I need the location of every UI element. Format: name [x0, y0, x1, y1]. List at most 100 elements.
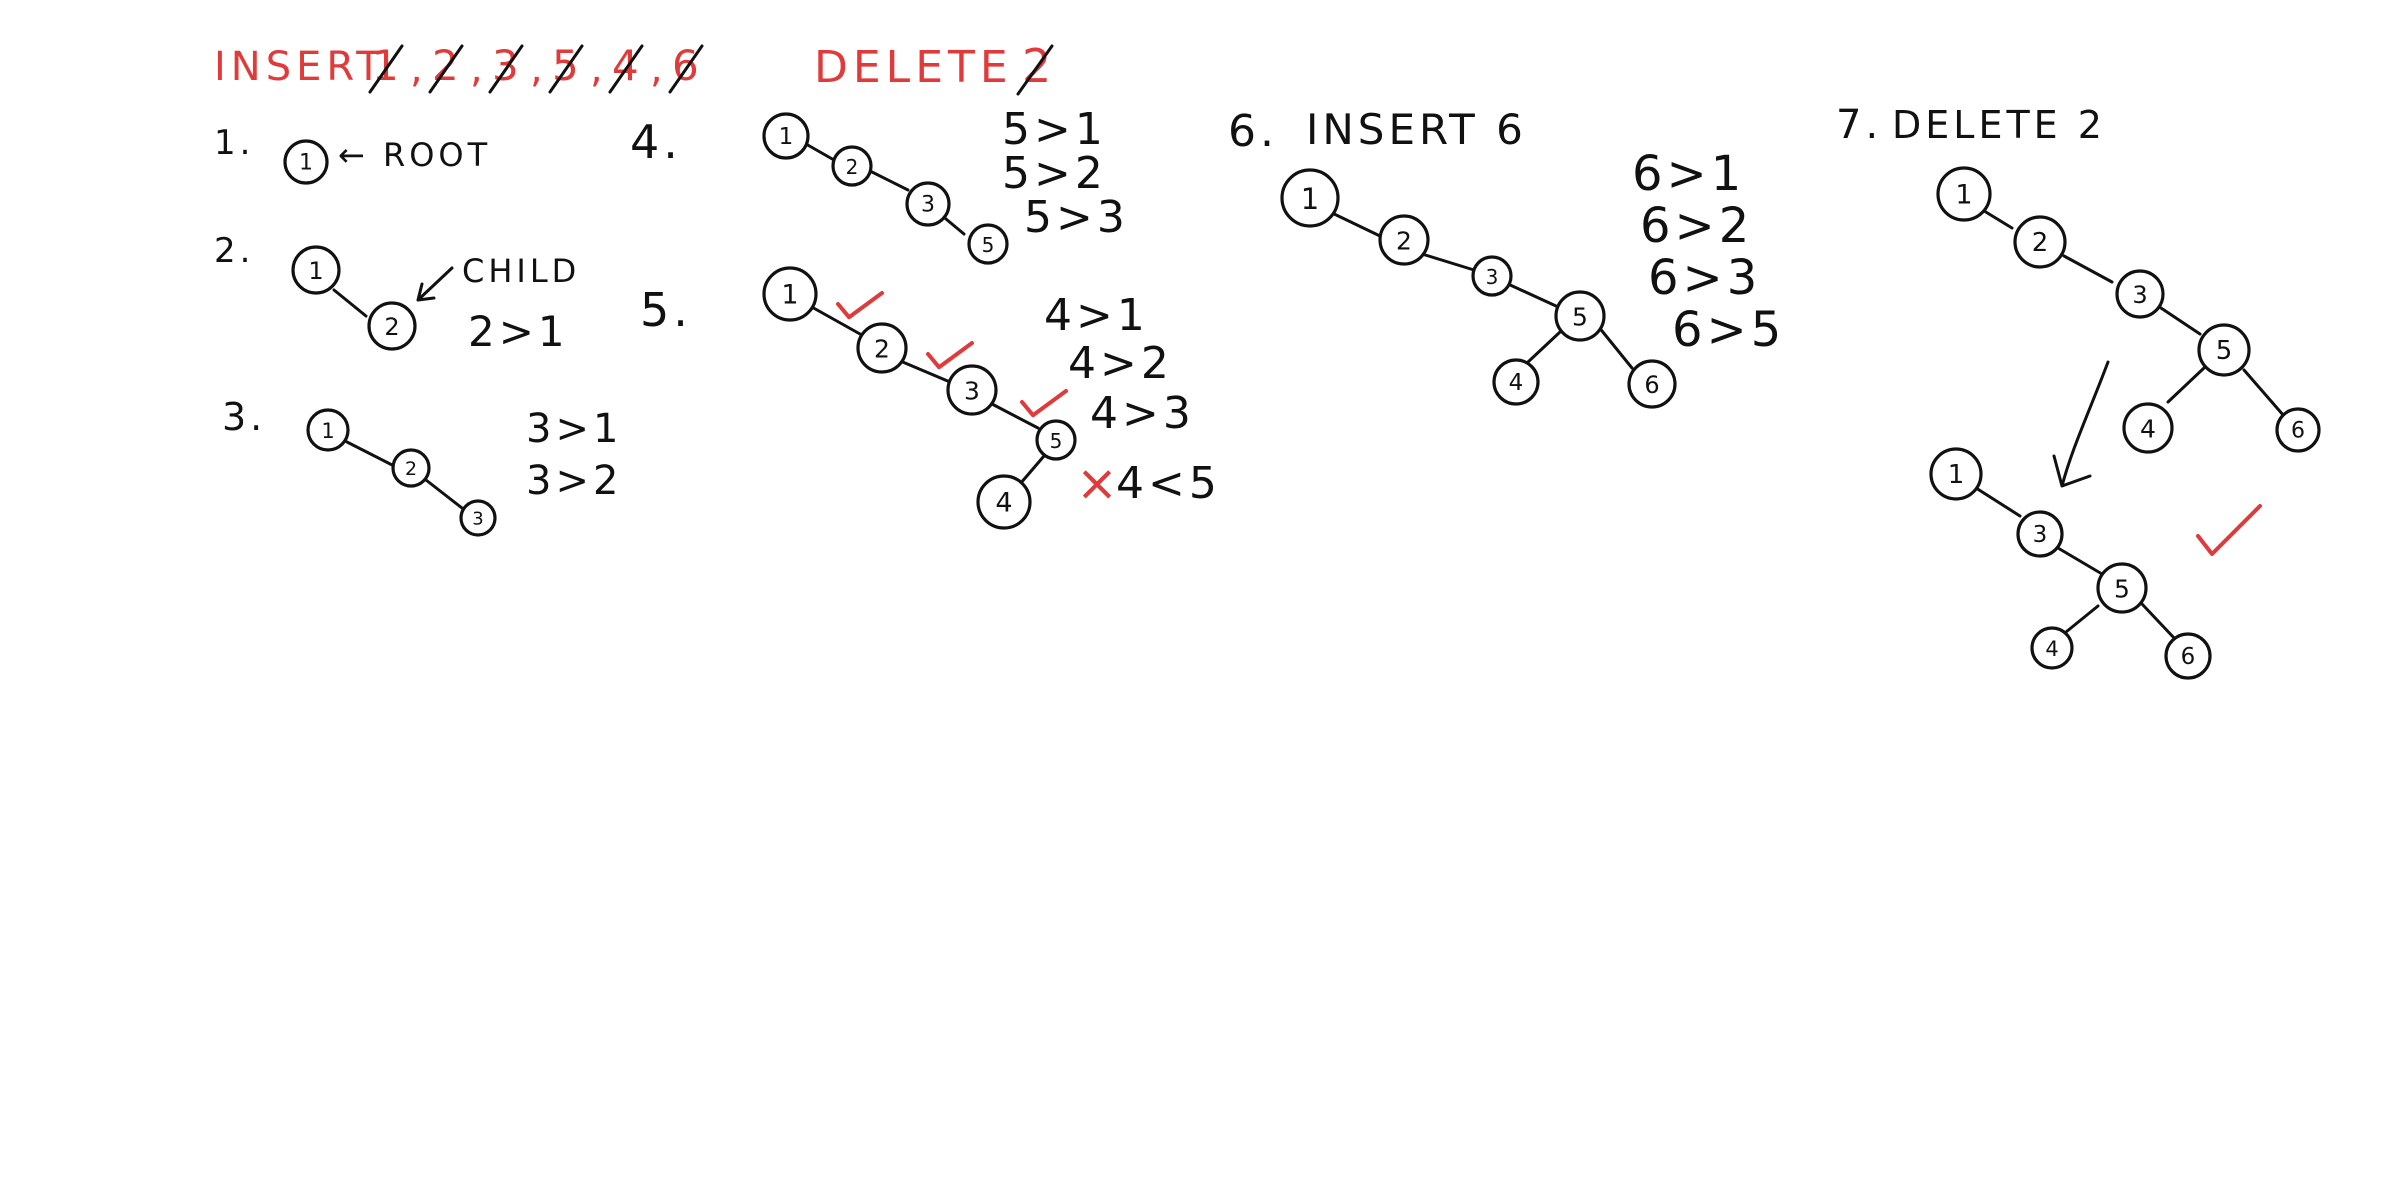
node-circle [2122, 402, 2174, 454]
step-4: 4. 1 2 3 5 5>15>25>3 [630, 104, 1129, 265]
node-label: 2 [405, 458, 417, 480]
tree-edge [2156, 304, 2202, 336]
node-label: 2 [874, 335, 890, 364]
tree-node: 1 [283, 139, 329, 185]
node-circle [905, 181, 951, 227]
node-label: 3 [2033, 522, 2048, 548]
step-3: 3. 1 2 3 3>1 3>2 [222, 395, 618, 537]
node-circle [2030, 626, 2074, 670]
tree-node: 5 [1554, 290, 1606, 342]
node-circle [2164, 632, 2212, 680]
tree-node: 1 [291, 245, 341, 295]
node-circle [2115, 269, 2165, 319]
node-label: 3 [1486, 265, 1499, 289]
tree-node: 1 [1280, 168, 1340, 228]
node-label: 6 [2181, 644, 2196, 670]
node-circle [976, 474, 1032, 530]
node-circle [2016, 510, 2064, 558]
tree-node: 3 [2016, 510, 2064, 558]
tree-edge [2062, 254, 2114, 284]
tree-node: 5 [967, 223, 1009, 265]
tree-node: 3 [905, 181, 951, 227]
tree-node: 1 [762, 112, 810, 160]
node-circle [1627, 359, 1677, 409]
insert-title: INSERT [214, 44, 386, 90]
step-number: 7. [1836, 102, 1882, 148]
strike-mark [1016, 44, 1054, 96]
step-6: 6. INSERT 6 1 2 3 5 4 6 6>16>26>36>5 [1228, 105, 1781, 409]
tree-edge [2064, 604, 2100, 634]
tree-edge [1526, 330, 1562, 364]
child-annotation: CHILD [462, 252, 580, 290]
comparison: 4>2 [1068, 338, 1173, 389]
node-circle [459, 499, 497, 537]
tree-node: 1 [306, 408, 350, 452]
node-circle [946, 364, 998, 416]
comparison: 4>3 [1090, 388, 1195, 439]
tree-node: 4 [976, 474, 1032, 530]
tree-edge [1420, 252, 1476, 272]
node-circle [856, 322, 908, 374]
delete-title: DELETE [814, 42, 1013, 93]
step-number: 6. [1228, 106, 1278, 157]
tree-node: 5 [2197, 323, 2251, 377]
step-number: 2. [214, 231, 254, 271]
tree-node: 3 [459, 499, 497, 537]
step-title: INSERT 6 [1306, 105, 1527, 154]
tree-edge [896, 358, 952, 384]
step-5: 5. 1 2 3 5 4 4>14>24>3 ×4<5 [640, 266, 1217, 530]
node-circle [1492, 358, 1540, 406]
node-label: 3 [964, 377, 980, 406]
tree-node: 5 [1035, 419, 1077, 461]
node-circle [831, 145, 873, 187]
node-label: 1 [781, 280, 798, 311]
strike-mark [488, 44, 524, 94]
tree-edge [808, 304, 862, 336]
tree-edge [1596, 324, 1634, 370]
node-label: 4 [1509, 370, 1524, 396]
node-label: 2 [384, 313, 399, 341]
step-7: 7. DELETE 2 1 2 3 5 4 6 1 3 5 4 6 [1836, 102, 2321, 680]
check-icon [2196, 504, 2262, 556]
tree-node: 4 [2122, 402, 2174, 454]
node-circle [1929, 447, 1983, 501]
node-label: 2 [846, 155, 859, 179]
node-label: 2 [1396, 227, 1412, 256]
tree-edge [332, 288, 368, 318]
tree-edge [1018, 454, 1046, 486]
tree-node: 6 [2164, 632, 2212, 680]
node-label: 5 [2114, 575, 2130, 604]
step-number: 4. [630, 115, 682, 169]
node-circle [762, 112, 810, 160]
tree-node: 3 [2115, 269, 2165, 319]
node-circle [1554, 290, 1606, 342]
node-circle [1378, 214, 1430, 266]
insert-separator: , [590, 46, 608, 92]
node-label: 4 [2140, 415, 2156, 444]
node-label: 3 [472, 509, 483, 530]
node-label: 6 [1644, 371, 1659, 399]
tree-edge [345, 440, 400, 470]
tree-node: 2 [367, 301, 417, 351]
node-circle [1280, 168, 1340, 228]
insert-separator: , [530, 46, 548, 92]
node-circle [391, 448, 431, 488]
step-number: 3. [222, 395, 266, 439]
node-circle [291, 245, 341, 295]
insert-separator: , [650, 46, 668, 92]
tree-edge [2242, 368, 2286, 418]
root-annotation: ← ROOT [338, 136, 491, 174]
strike-mark [668, 44, 704, 94]
tree-edge [990, 402, 1040, 430]
tree-edge [2166, 366, 2206, 404]
comparison: 4>1 [1044, 290, 1149, 341]
step-number: 5. [640, 283, 692, 337]
comparison: 5>3 [1024, 192, 1129, 243]
tree-node: 2 [831, 145, 873, 187]
node-label: 5 [1572, 303, 1588, 332]
strike-mark [608, 44, 644, 94]
node-circle [2013, 215, 2067, 269]
comparison: 5>1 [1002, 104, 1107, 155]
insert-separator: , [470, 46, 488, 92]
strike-mark [428, 44, 464, 94]
